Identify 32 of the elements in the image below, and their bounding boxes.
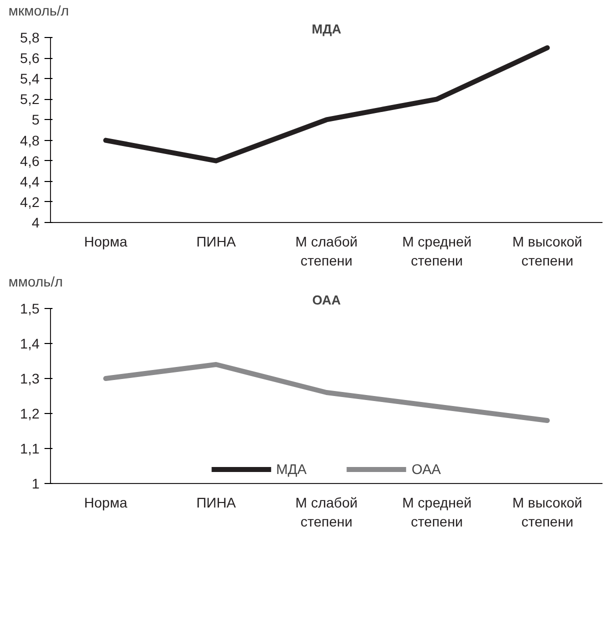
y-tick-label: 5,2 <box>20 91 40 108</box>
y-axis-title: ммоль/л <box>8 274 63 290</box>
y-tick-label: 1,3 <box>20 370 40 386</box>
x-tick-label: М высокой степени <box>512 234 582 269</box>
y-tick-label: 1,2 <box>20 406 40 422</box>
y-tick-label: 5,6 <box>20 50 40 66</box>
y-tick-label: 4,8 <box>20 132 40 148</box>
chart-title: ОАА <box>312 292 342 308</box>
y-tick-label: 5,4 <box>20 70 40 87</box>
y-tick-label: 5,8 <box>20 30 40 46</box>
x-tick-label: М средней степени <box>402 234 472 269</box>
legend-label: ОАА <box>412 461 441 477</box>
y-tick-label: 1 <box>32 476 40 492</box>
x-tick-label: ПИНА <box>196 494 237 510</box>
y-tick-label: 4,6 <box>20 152 40 169</box>
y-axis-title: мкмоль/л <box>8 2 69 18</box>
y-tick-label: 1,4 <box>20 336 40 352</box>
y-tick-label: 4,2 <box>20 194 40 210</box>
x-tick-label: М слабой степени <box>295 234 358 269</box>
x-tick-label: М слабой степени <box>295 494 358 530</box>
x-tick-label: Норма <box>84 234 128 250</box>
y-tick-label: 1,1 <box>20 440 40 456</box>
y-tick-label: 4,4 <box>20 173 40 190</box>
y-tick-label: 1,5 <box>20 300 40 316</box>
x-tick-label: Норма <box>84 494 128 510</box>
x-tick-label: ПИНА <box>196 234 237 250</box>
y-tick-label: 5 <box>32 112 40 128</box>
x-tick-label: М средней степени <box>402 494 472 530</box>
legend-label: МДА <box>276 461 307 477</box>
chart-title: МДА <box>312 22 342 36</box>
x-tick-label: М высокой степени <box>512 494 582 530</box>
y-tick-label: 4 <box>32 214 40 230</box>
